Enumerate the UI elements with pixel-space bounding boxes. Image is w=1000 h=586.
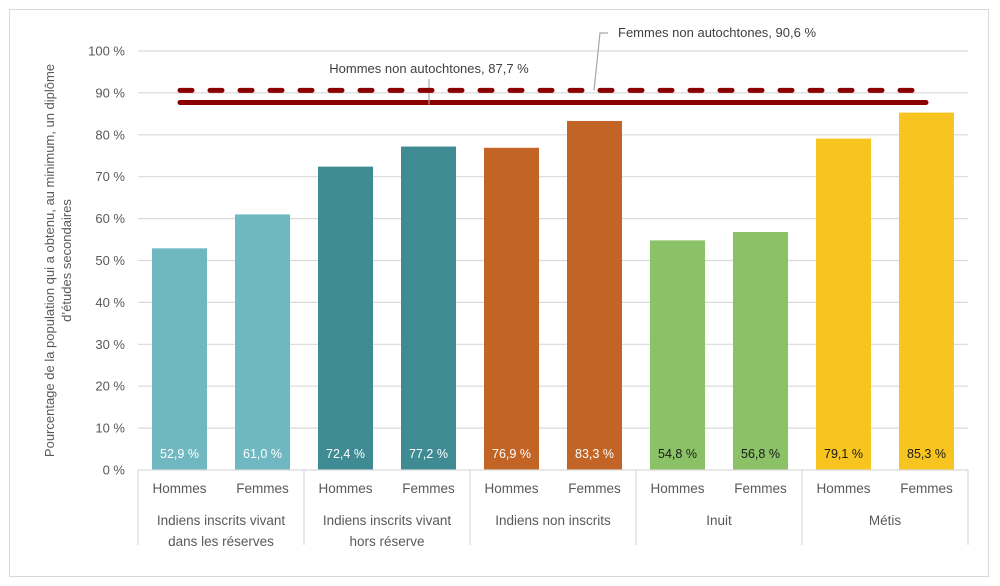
y-tick-label: 50 % [95,253,125,268]
y-tick-label: 40 % [95,295,125,310]
x-group-label: dans les réserves [168,534,274,549]
bar [235,214,290,470]
bars: 52,9 % 61,0 % 72,4 % 77,2 % 76,9 % 83,3 % 54,8… [152,112,954,471]
bar-value-label: 79,1 % [824,447,863,461]
bar-value-label: 83,3 % [575,447,614,461]
x-group-label: Indiens inscrits vivant [323,513,452,528]
bar [318,166,373,471]
bar-value-label: 54,8 % [658,447,697,461]
bar-value-label: 76,9 % [492,447,531,461]
x-subcategory-label: Femmes [236,481,289,496]
y-axis-label-line2: d’études secondaires [59,199,74,322]
y-tick-label: 70 % [95,169,125,184]
x-subcategory-label: Femmes [734,481,787,496]
y-tick-label: 20 % [95,379,125,394]
bar [733,232,788,470]
x-subcategory-label: Hommes [816,481,870,496]
x-subcategory-label: Hommes [484,481,538,496]
bar-value-label: 52,9 % [160,447,199,461]
reference-label-femmes: Femmes non autochtones, 90,6 % [618,25,816,40]
bar-value-label: 72,4 % [326,447,365,461]
annotation-leader [593,32,608,91]
x-group-label: Indiens non inscrits [495,513,611,528]
x-subcategory-label: Femmes [900,481,953,496]
x-subcategory-label: Hommes [650,481,704,496]
y-tick-label: 100 % [88,44,125,59]
x-axis: Hommes Femmes Indiens inscrits vivant dans … [137,469,969,549]
x-group-label: Indiens inscrits vivant [157,513,286,528]
bar-value-label: 61,0 % [243,447,282,461]
y-tick-label: 90 % [95,85,125,100]
y-tick-label: 0 % [103,463,126,478]
x-subcategory-label: Hommes [318,481,372,496]
y-tick-label: 80 % [95,127,125,142]
y-axis-ticks: 0 % 10 % 20 % 30 % 40 % 50 % 60 % 70 % 80 % 90 % 1… [88,44,125,478]
y-tick-label: 30 % [95,337,125,352]
y-tick-label: 60 % [95,211,125,226]
bar [899,112,954,470]
x-group-label: Métis [869,513,902,528]
bar-value-label: 56,8 % [741,447,780,461]
x-subcategory-label: Femmes [568,481,621,496]
bar [567,120,622,471]
bar [816,138,871,471]
bar [650,240,705,470]
reference-lines: Hommes non autochtones, 87,7 % Femmes non… [177,25,929,106]
bar [401,146,456,471]
bar [152,248,207,470]
y-axis-label-line1: Pourcentage de la population qui a obten… [42,64,57,457]
y-tick-label: 10 % [95,421,125,436]
x-group-label: hors réserve [349,534,424,549]
x-subcategory-label: Hommes [152,481,206,496]
x-subcategory-label: Femmes [402,481,455,496]
reference-label-hommes: Hommes non autochtones, 87,7 % [329,61,529,76]
bar-value-label: 77,2 % [409,447,448,461]
bar-value-label: 85,3 % [907,447,946,461]
bar [484,147,539,470]
x-group-label: Inuit [706,513,732,528]
